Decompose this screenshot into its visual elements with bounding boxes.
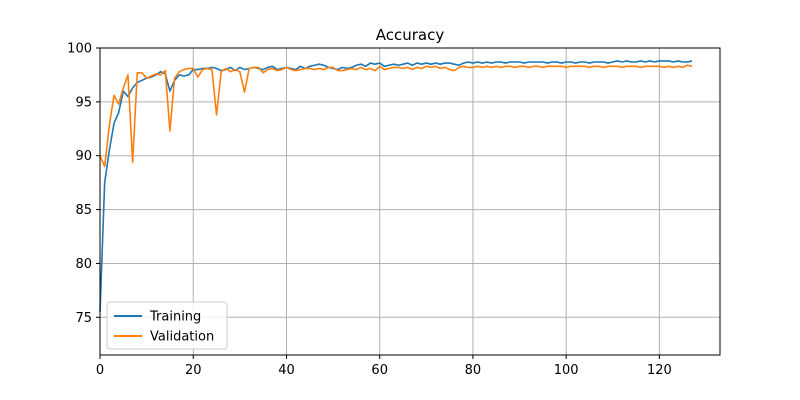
y-tick-label: 95 bbox=[75, 95, 92, 110]
y-axis: 75 80 85 90 95 100 bbox=[67, 42, 100, 326]
legend-box bbox=[106, 301, 228, 350]
x-tick-label: 80 bbox=[465, 363, 482, 378]
series-line-training bbox=[99, 60, 693, 312]
x-tick-label: 100 bbox=[554, 363, 579, 378]
x-tick-label: 0 bbox=[96, 363, 104, 378]
legend: Training Validation bbox=[106, 301, 228, 350]
legend-label-training: Training bbox=[149, 310, 201, 325]
series-line-validation bbox=[99, 64, 693, 168]
y-tick-label: 75 bbox=[75, 311, 92, 326]
y-tick-label: 80 bbox=[75, 257, 92, 272]
x-tick-label: 20 bbox=[185, 363, 202, 378]
x-tick-label: 40 bbox=[278, 363, 295, 378]
plot-frame bbox=[99, 47, 721, 356]
y-tick-label: 85 bbox=[75, 203, 92, 218]
x-axis: 0 20 40 60 80 100 120 bbox=[96, 355, 672, 378]
series-lines bbox=[99, 60, 693, 312]
x-tick-label: 60 bbox=[371, 363, 388, 378]
legend-label-validation: Validation bbox=[150, 330, 214, 345]
y-tick-label: 100 bbox=[67, 42, 92, 57]
x-tick-label: 120 bbox=[647, 363, 672, 378]
chart-title: Accuracy bbox=[376, 26, 445, 44]
y-tick-label: 90 bbox=[75, 149, 92, 164]
